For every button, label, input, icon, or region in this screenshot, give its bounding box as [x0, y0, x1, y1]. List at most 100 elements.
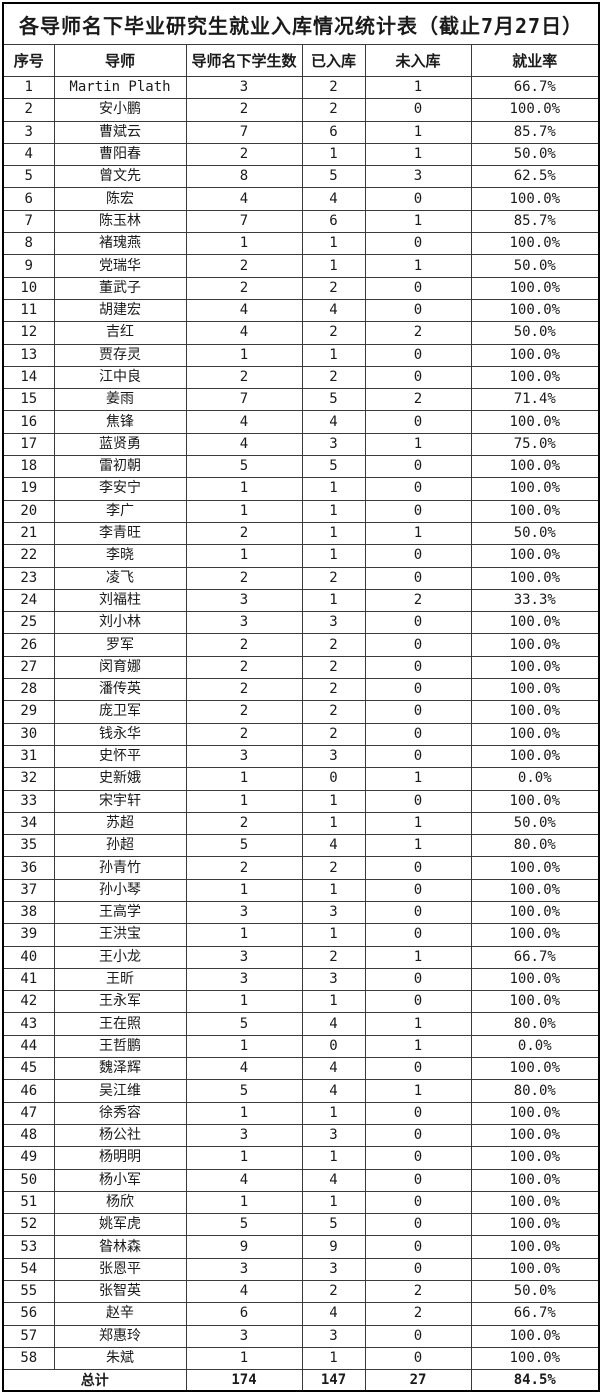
- cell-entered: 6: [301, 120, 366, 144]
- cell-students: 1: [185, 923, 303, 947]
- cell-students: 2: [185, 722, 303, 746]
- total-label: 总计: [2, 1369, 187, 1392]
- table-row: 16 焦锋 4 4 0 100.0%: [2, 410, 600, 434]
- cell-advisor: 昝林森: [53, 1235, 187, 1259]
- cell-not-entered: 0: [364, 276, 472, 300]
- cell-rate: 0.0%: [470, 1034, 600, 1059]
- cell-entered: 0: [301, 1034, 366, 1059]
- cell-rate: 100.0%: [470, 1257, 600, 1282]
- cell-students: 3: [185, 900, 303, 925]
- cell-students: 4: [185, 187, 303, 211]
- cell-rate: 100.0%: [470, 990, 600, 1014]
- cell-advisor: 贾存灵: [53, 343, 187, 367]
- cell-students: 1: [185, 990, 303, 1014]
- cell-students: 3: [185, 1257, 303, 1282]
- header-entered: 已入库: [301, 44, 366, 77]
- cell-students: 1: [185, 878, 303, 902]
- cell-not-entered: 0: [364, 1168, 472, 1192]
- cell-index: 36: [2, 856, 55, 880]
- cell-index: 16: [2, 410, 55, 434]
- cell-entered: 1: [301, 811, 366, 836]
- table-row: 21 李青旺 2 1 1 50.0%: [2, 521, 600, 546]
- cell-index: 19: [2, 477, 55, 501]
- cell-entered: 1: [301, 544, 366, 568]
- cell-students: 2: [185, 633, 303, 657]
- cell-rate: 100.0%: [470, 722, 600, 746]
- table-row: 28 潘传英 2 2 0 100.0%: [2, 678, 600, 702]
- cell-index: 37: [2, 878, 55, 902]
- cell-entered: 3: [301, 1324, 366, 1348]
- cell-not-entered: 1: [364, 1079, 472, 1103]
- cell-not-entered: 0: [364, 365, 472, 390]
- table-row: 27 闵育娜 2 2 0 100.0%: [2, 655, 600, 680]
- cell-advisor: 王在照: [53, 1012, 187, 1036]
- cell-not-entered: 0: [364, 477, 472, 501]
- cell-entered: 3: [301, 611, 366, 635]
- cell-students: 3: [185, 967, 303, 992]
- table-row: 57 郑惠玲 3 3 0 100.0%: [2, 1324, 600, 1348]
- cell-index: 41: [2, 967, 55, 992]
- cell-students: 1: [185, 789, 303, 813]
- table-row: 22 李晓 1 1 0 100.0%: [2, 544, 600, 568]
- cell-not-entered: 2: [364, 388, 472, 412]
- cell-entered: 2: [301, 98, 366, 122]
- cell-rate: 100.0%: [470, 477, 600, 501]
- cell-not-entered: 0: [364, 789, 472, 813]
- cell-index: 4: [2, 142, 55, 167]
- cell-advisor: 史怀平: [53, 744, 187, 769]
- cell-entered: 3: [301, 432, 366, 457]
- cell-entered: 1: [301, 789, 366, 813]
- cell-students: 7: [185, 388, 303, 412]
- cell-advisor: 张恩平: [53, 1257, 187, 1282]
- cell-students: 2: [185, 856, 303, 880]
- table-row: 38 王高学 3 3 0 100.0%: [2, 900, 600, 925]
- cell-index: 15: [2, 388, 55, 412]
- cell-advisor: 朱斌: [53, 1346, 187, 1371]
- cell-entered: 6: [301, 209, 366, 234]
- cell-rate: 100.0%: [470, 655, 600, 680]
- cell-rate: 100.0%: [470, 744, 600, 769]
- cell-advisor: 杨明明: [53, 1146, 187, 1170]
- cell-rate: 100.0%: [470, 967, 600, 992]
- table-row: 20 李广 1 1 0 100.0%: [2, 499, 600, 523]
- cell-rate: 50.0%: [470, 254, 600, 278]
- cell-rate: 100.0%: [470, 633, 600, 657]
- cell-not-entered: 1: [364, 1034, 472, 1059]
- cell-students: 7: [185, 120, 303, 144]
- cell-entered: 4: [301, 1302, 366, 1326]
- cell-index: 40: [2, 945, 55, 969]
- cell-students: 1: [185, 232, 303, 256]
- cell-index: 45: [2, 1057, 55, 1081]
- cell-not-entered: 0: [364, 455, 472, 479]
- table-row: 31 史怀平 3 3 0 100.0%: [2, 744, 600, 769]
- cell-entered: 2: [301, 1280, 366, 1304]
- cell-index: 18: [2, 455, 55, 479]
- cell-entered: 9: [301, 1235, 366, 1259]
- total-entered: 147: [301, 1369, 366, 1392]
- cell-not-entered: 0: [364, 1324, 472, 1348]
- cell-rate: 100.0%: [470, 98, 600, 122]
- cell-index: 23: [2, 566, 55, 590]
- cell-index: 6: [2, 187, 55, 211]
- cell-index: 3: [2, 120, 55, 144]
- cell-advisor: 曹阳春: [53, 142, 187, 167]
- table-row: 50 杨小军 4 4 0 100.0%: [2, 1168, 600, 1192]
- cell-advisor: 王哲鹏: [53, 1034, 187, 1059]
- cell-advisor: 李晓: [53, 544, 187, 568]
- cell-students: 2: [185, 700, 303, 724]
- cell-students: 5: [185, 834, 303, 858]
- cell-not-entered: 0: [364, 611, 472, 635]
- cell-rate: 100.0%: [470, 1057, 600, 1081]
- cell-index: 42: [2, 990, 55, 1014]
- cell-index: 46: [2, 1079, 55, 1103]
- cell-students: 1: [185, 499, 303, 523]
- table-row: 49 杨明明 1 1 0 100.0%: [2, 1146, 600, 1170]
- cell-rate: 100.0%: [470, 298, 600, 323]
- cell-students: 4: [185, 321, 303, 345]
- table-row: 6 陈宏 4 4 0 100.0%: [2, 187, 600, 211]
- cell-rate: 100.0%: [470, 900, 600, 925]
- table-row: 32 史新娥 1 0 1 0.0%: [2, 767, 600, 791]
- cell-not-entered: 0: [364, 1101, 472, 1125]
- cell-index: 28: [2, 678, 55, 702]
- cell-students: 8: [185, 165, 303, 189]
